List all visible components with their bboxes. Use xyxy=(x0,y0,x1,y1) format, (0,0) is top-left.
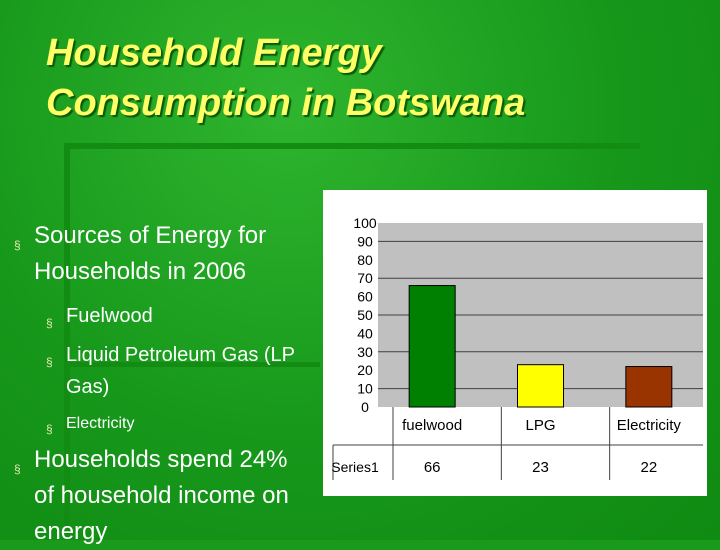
y-tick-label: 90 xyxy=(357,233,373,249)
decor-line-left xyxy=(64,143,70,540)
square-bullet-icon: § xyxy=(46,422,53,436)
bar-chart: 0 10 20 30 40 50 60 70 80 90 100 fuelwood 66 LPG 23 Ele… xyxy=(331,215,703,480)
series-name-label: Series1 xyxy=(331,459,379,475)
bullet-electricity: § Electricity xyxy=(46,411,314,442)
bullet-list: § Sources of Energy for Households in 20… xyxy=(14,218,314,550)
bullet-sources: § Sources of Energy for Households in 20… xyxy=(14,218,314,290)
x-tick-label: Electricity xyxy=(617,417,682,434)
bullet-spend: § Households spend 24% of household inco… xyxy=(14,442,314,550)
data-table-value: 66 xyxy=(424,459,441,476)
decor-line-mid xyxy=(70,362,320,367)
square-bullet-icon: § xyxy=(14,462,21,476)
data-table-value: 23 xyxy=(532,459,549,476)
y-tick-label: 0 xyxy=(361,399,369,415)
x-tick-label: LPG xyxy=(525,417,555,434)
bar xyxy=(517,364,564,408)
x-tick-label: fuelwood xyxy=(402,417,462,434)
square-bullet-icon: § xyxy=(46,355,53,369)
y-tick-label: 50 xyxy=(357,307,373,323)
y-tick-label: 10 xyxy=(357,381,373,397)
bar xyxy=(408,285,456,408)
square-bullet-icon: § xyxy=(46,316,53,330)
y-tick-label: 40 xyxy=(357,325,373,341)
bullet-lpg: § Liquid Petroleum Gas (LP Gas) xyxy=(46,339,314,403)
bullet-fuelwood: § Fuelwood xyxy=(46,300,314,339)
bullet-electricity-text: Electricity xyxy=(66,415,135,432)
title-line-1: Household Energy xyxy=(46,32,382,74)
bullet-spend-text: Households spend 24% of household income… xyxy=(34,446,289,545)
decor-line-top xyxy=(64,143,640,149)
y-tick-label: 70 xyxy=(357,270,373,286)
data-table-value: 22 xyxy=(640,459,657,476)
slide-title: Household Energy Consumption in Botswana xyxy=(46,28,686,128)
title-line-2: Consumption in Botswana xyxy=(46,82,526,124)
bar xyxy=(625,366,673,408)
y-tick-label: 30 xyxy=(357,344,373,360)
bullet-lpg-text: Liquid Petroleum Gas (LP Gas) xyxy=(66,344,295,398)
bullet-fuelwood-text: Fuelwood xyxy=(66,305,153,327)
y-tick-label: 100 xyxy=(353,215,377,231)
chart-panel: 0 10 20 30 40 50 60 70 80 90 100 fuelwood 66 LPG 23 Ele… xyxy=(323,190,707,496)
square-bullet-icon: § xyxy=(14,238,21,252)
y-tick-label: 80 xyxy=(357,252,373,268)
y-tick-label: 60 xyxy=(357,289,373,305)
y-tick-label: 20 xyxy=(357,362,373,378)
bullet-sources-text: Sources of Energy for Households in 2006 xyxy=(34,222,267,285)
